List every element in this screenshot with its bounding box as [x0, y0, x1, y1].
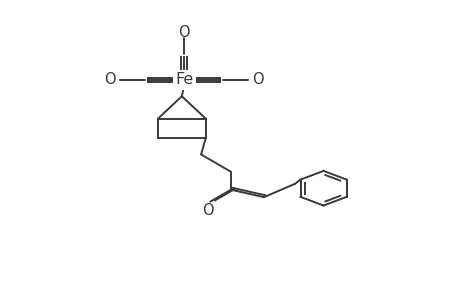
Text: Fe: Fe [174, 72, 193, 87]
Text: O: O [178, 25, 190, 40]
Text: O: O [252, 72, 263, 87]
Text: O: O [202, 202, 213, 217]
Text: O: O [104, 72, 115, 87]
